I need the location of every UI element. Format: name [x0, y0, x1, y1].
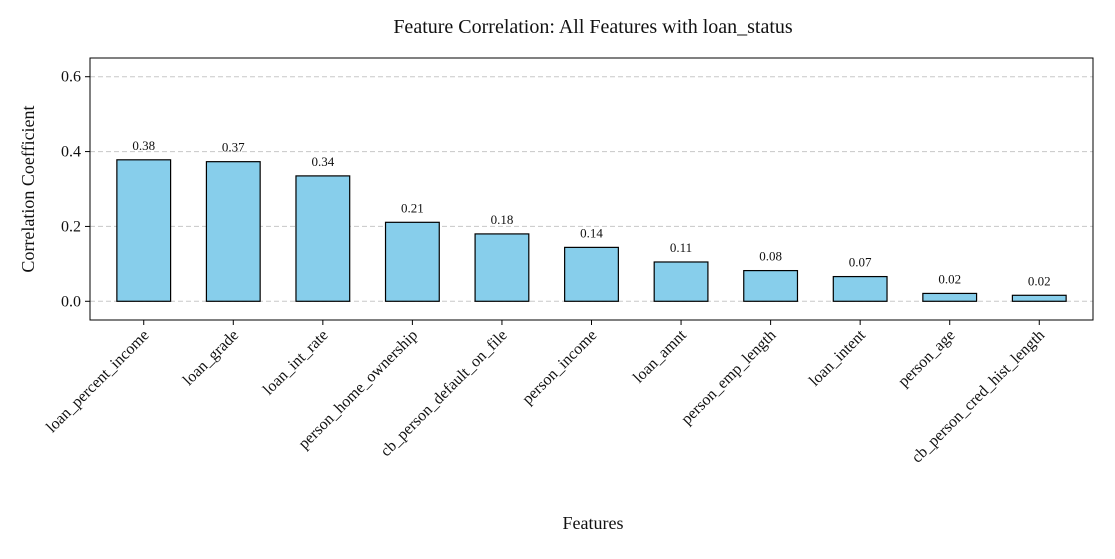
x-tick-label: loan_int_rate — [260, 327, 332, 399]
bar — [1011, 294, 1067, 302]
bar — [653, 261, 709, 302]
y-axis-ticks: 0.0 0.2 0.4 0.6 — [61, 69, 90, 310]
x-tick-label: person_emp_length — [678, 327, 779, 428]
bar — [564, 246, 619, 302]
x-axis-ticks: loan_percent_income loan_grade loan_int_ra… — [43, 320, 1048, 466]
chart-title: Feature Correlation: All Features with l… — [393, 16, 793, 38]
x-tick-label: person_age — [895, 327, 959, 391]
y-tick-label: 0.0 — [61, 293, 81, 310]
bar-value-label: 0.21 — [401, 200, 424, 215]
bar-value-label: 0.02 — [938, 271, 961, 286]
x-tick-label: loan_intent — [806, 326, 869, 389]
y-tick-label: 0.4 — [61, 144, 81, 161]
x-tick-label: person_income — [519, 327, 600, 408]
bar-value-label: 0.37 — [222, 140, 245, 155]
bar-value-label: 0.07 — [849, 255, 872, 270]
y-tick-label: 0.2 — [61, 218, 81, 235]
x-tick-label: loan_grade — [180, 327, 242, 389]
bar-value-label: 0.14 — [580, 225, 603, 240]
bar-value-label: 0.38 — [132, 138, 155, 153]
x-tick-label: loan_percent_income — [43, 327, 152, 436]
bar — [116, 159, 172, 302]
bar-value-label: 0.34 — [311, 154, 334, 169]
bar — [295, 175, 351, 302]
bar — [384, 221, 440, 302]
bar-value-label: 0.18 — [491, 212, 514, 227]
bar — [474, 233, 530, 302]
y-tick-label: 0.6 — [61, 69, 81, 86]
bar-value-label: 0.02 — [1028, 273, 1051, 288]
bar — [832, 275, 888, 302]
bar-value-labels: 0.38 0.37 0.34 0.21 0.18 0.14 0.11 0.08 0.07 0.02… — [132, 138, 1050, 288]
bar-value-label: 0.08 — [759, 249, 782, 264]
x-axis-label: Features — [563, 513, 624, 533]
bar — [743, 269, 799, 302]
bar — [205, 161, 261, 302]
bar — [922, 292, 978, 302]
bars — [116, 159, 1067, 302]
x-tick-label: loan_amnt — [630, 326, 690, 386]
bar-value-label: 0.11 — [670, 240, 692, 255]
y-axis-label: Correlation Coefficient — [18, 105, 38, 272]
